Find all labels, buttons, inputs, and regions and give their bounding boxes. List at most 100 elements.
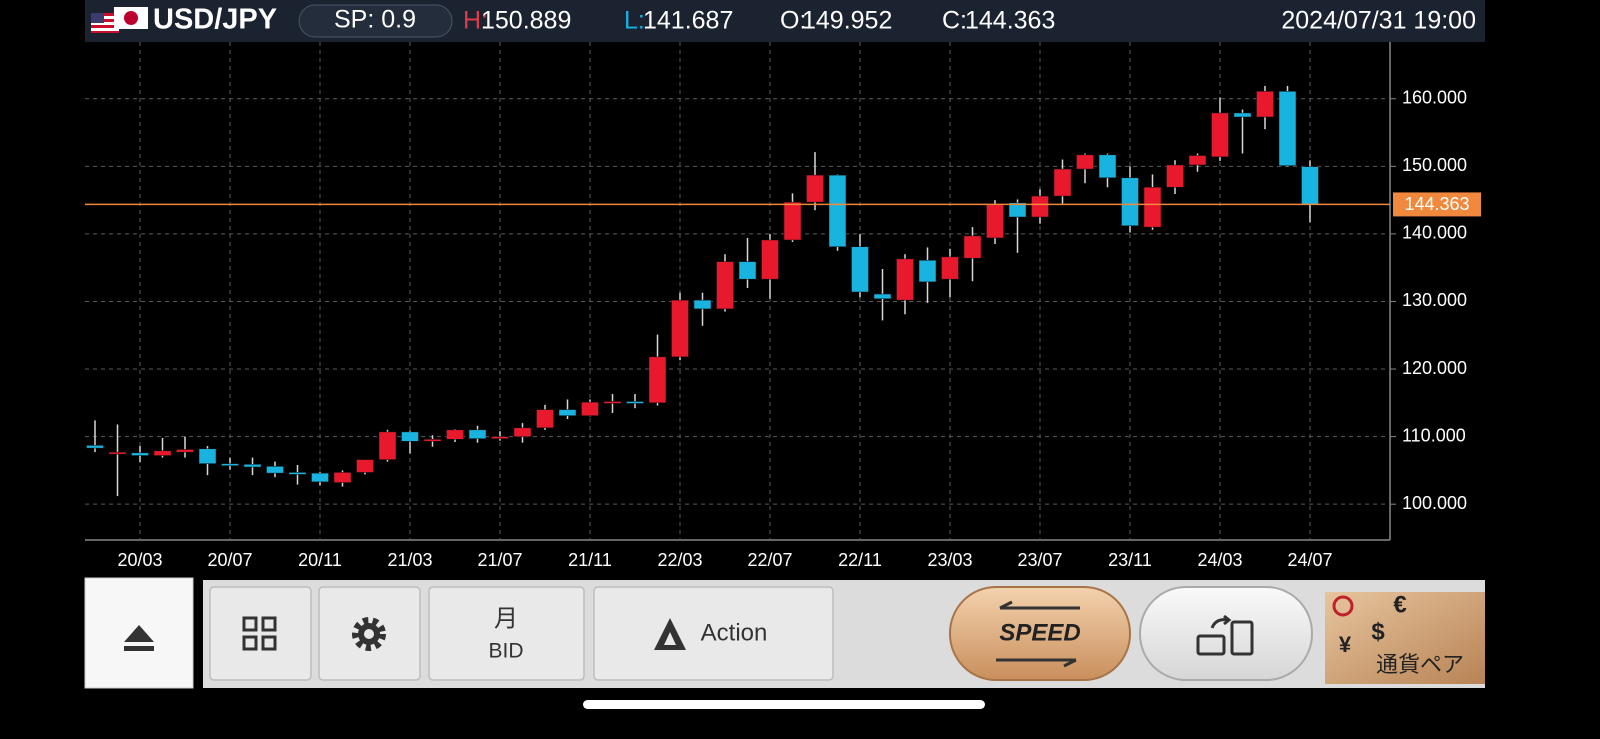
search-icon bbox=[1332, 595, 1354, 617]
candle-body bbox=[1256, 91, 1274, 118]
candle-body bbox=[131, 452, 149, 456]
candle-body bbox=[513, 427, 532, 437]
pair-button-label: 通貨ペア bbox=[1376, 652, 1464, 677]
rotate-icon bbox=[1196, 614, 1254, 656]
currency-symbol: € bbox=[1393, 591, 1406, 618]
action-icon bbox=[654, 618, 686, 650]
candle-body bbox=[986, 204, 1004, 239]
y-tick-label: 140.000 bbox=[1402, 223, 1467, 243]
candle-body bbox=[626, 401, 644, 404]
speed-button[interactable] bbox=[949, 586, 1131, 681]
candle-body bbox=[198, 448, 217, 464]
speed-arrows bbox=[996, 600, 1080, 668]
candle-body bbox=[941, 256, 959, 280]
candle-body bbox=[1278, 91, 1297, 166]
candle-body bbox=[333, 472, 352, 483]
candle-body bbox=[671, 299, 689, 358]
price-label-box bbox=[1393, 192, 1481, 217]
x-tick-label: 22/11 bbox=[838, 550, 882, 570]
close-value: 144.363 bbox=[965, 7, 1055, 35]
rotate-button[interactable] bbox=[1139, 586, 1313, 681]
candle-body bbox=[536, 409, 554, 429]
candle-body bbox=[693, 299, 712, 310]
y-tick-label: 120.000 bbox=[1402, 358, 1467, 378]
eject-icon bbox=[124, 625, 154, 651]
open-value: 149.952 bbox=[802, 7, 892, 35]
y-tick-label: 100.000 bbox=[1402, 493, 1467, 513]
home-indicator bbox=[583, 700, 985, 709]
candle-body bbox=[153, 450, 172, 456]
candle-body bbox=[963, 235, 982, 259]
candle-body bbox=[1301, 166, 1319, 205]
action-button[interactable] bbox=[593, 586, 834, 681]
price-label: 144.363 bbox=[1404, 194, 1469, 214]
candle-body bbox=[851, 246, 869, 293]
candle-body bbox=[581, 401, 599, 416]
candle-body bbox=[603, 401, 622, 404]
candle-body bbox=[738, 261, 757, 280]
candle-body bbox=[108, 451, 127, 455]
candle-body bbox=[1166, 164, 1184, 188]
candle-body bbox=[873, 293, 892, 300]
x-tick-label: 23/11 bbox=[1108, 550, 1152, 570]
candle-body bbox=[86, 445, 104, 449]
candle-body bbox=[221, 463, 239, 466]
x-tick-label: 21/11 bbox=[568, 550, 612, 570]
candle-body bbox=[176, 449, 194, 453]
x-tick-label: 21/03 bbox=[387, 550, 432, 570]
candle-body bbox=[716, 261, 734, 310]
y-tick-label: 130.000 bbox=[1402, 290, 1467, 310]
layout-button[interactable] bbox=[209, 586, 312, 681]
pair[interactable]: USD/JPY bbox=[153, 4, 277, 36]
currency-symbol: ¥ bbox=[1339, 632, 1352, 657]
candle-body bbox=[918, 260, 937, 283]
candle-body bbox=[896, 258, 914, 301]
spread-pill bbox=[298, 4, 453, 38]
candle-body bbox=[446, 429, 464, 440]
close-label: C: bbox=[942, 7, 967, 35]
candle-body bbox=[1188, 155, 1207, 166]
x-tick-label: 22/03 bbox=[657, 550, 702, 570]
candle-body bbox=[1098, 154, 1117, 179]
action: Action bbox=[701, 619, 768, 646]
datetime: 2024/07/31 19:00 bbox=[1281, 7, 1476, 35]
x-tick-label: 24/07 bbox=[1287, 550, 1332, 570]
y-tick-label: 110.000 bbox=[1402, 425, 1466, 445]
candle-body bbox=[648, 356, 667, 404]
candle-body bbox=[266, 466, 284, 474]
gear-icon bbox=[352, 617, 386, 651]
candle-body bbox=[1008, 202, 1027, 218]
grid-icon bbox=[242, 616, 277, 651]
currency-symbol: $ bbox=[1371, 618, 1385, 645]
candle-body bbox=[783, 201, 802, 241]
x-tick-label: 24/03 bbox=[1197, 550, 1242, 570]
candle-body bbox=[378, 431, 397, 460]
candle-body bbox=[423, 439, 442, 442]
x-tick-label: 20/07 bbox=[207, 550, 252, 570]
candle-body bbox=[828, 174, 847, 247]
spread: SP: 0.9 bbox=[334, 6, 416, 34]
x-tick-label: 21/07 bbox=[477, 550, 522, 570]
low-label: L: bbox=[624, 7, 645, 35]
x-tick-label: 22/07 bbox=[747, 550, 792, 570]
candle-body bbox=[806, 174, 824, 203]
candle-body bbox=[1211, 112, 1229, 158]
low-value: 141.687 bbox=[643, 7, 733, 35]
candle-body bbox=[491, 436, 509, 439]
chart: 100.000 110.000 120.000 130.000 140.000 150.0… bbox=[85, 42, 1481, 570]
candle-body bbox=[288, 472, 307, 475]
x-tick-label: 20/11 bbox=[298, 550, 342, 570]
header: USD/JPY SP: 0.9 H: 150.889 L: 141.687 O:… bbox=[85, 0, 1485, 42]
candle-body bbox=[1053, 168, 1072, 197]
candle-body bbox=[401, 431, 419, 442]
x-tick-label: 20/03 bbox=[117, 550, 162, 570]
candle-body bbox=[1233, 112, 1252, 118]
candle-body bbox=[1143, 187, 1162, 228]
candle-body bbox=[1121, 177, 1139, 227]
candle-body bbox=[311, 472, 329, 483]
period-button[interactable] bbox=[428, 586, 585, 681]
candle-body bbox=[356, 459, 374, 473]
x-tick-label: 23/03 bbox=[927, 550, 972, 570]
candle-body bbox=[1076, 154, 1094, 170]
